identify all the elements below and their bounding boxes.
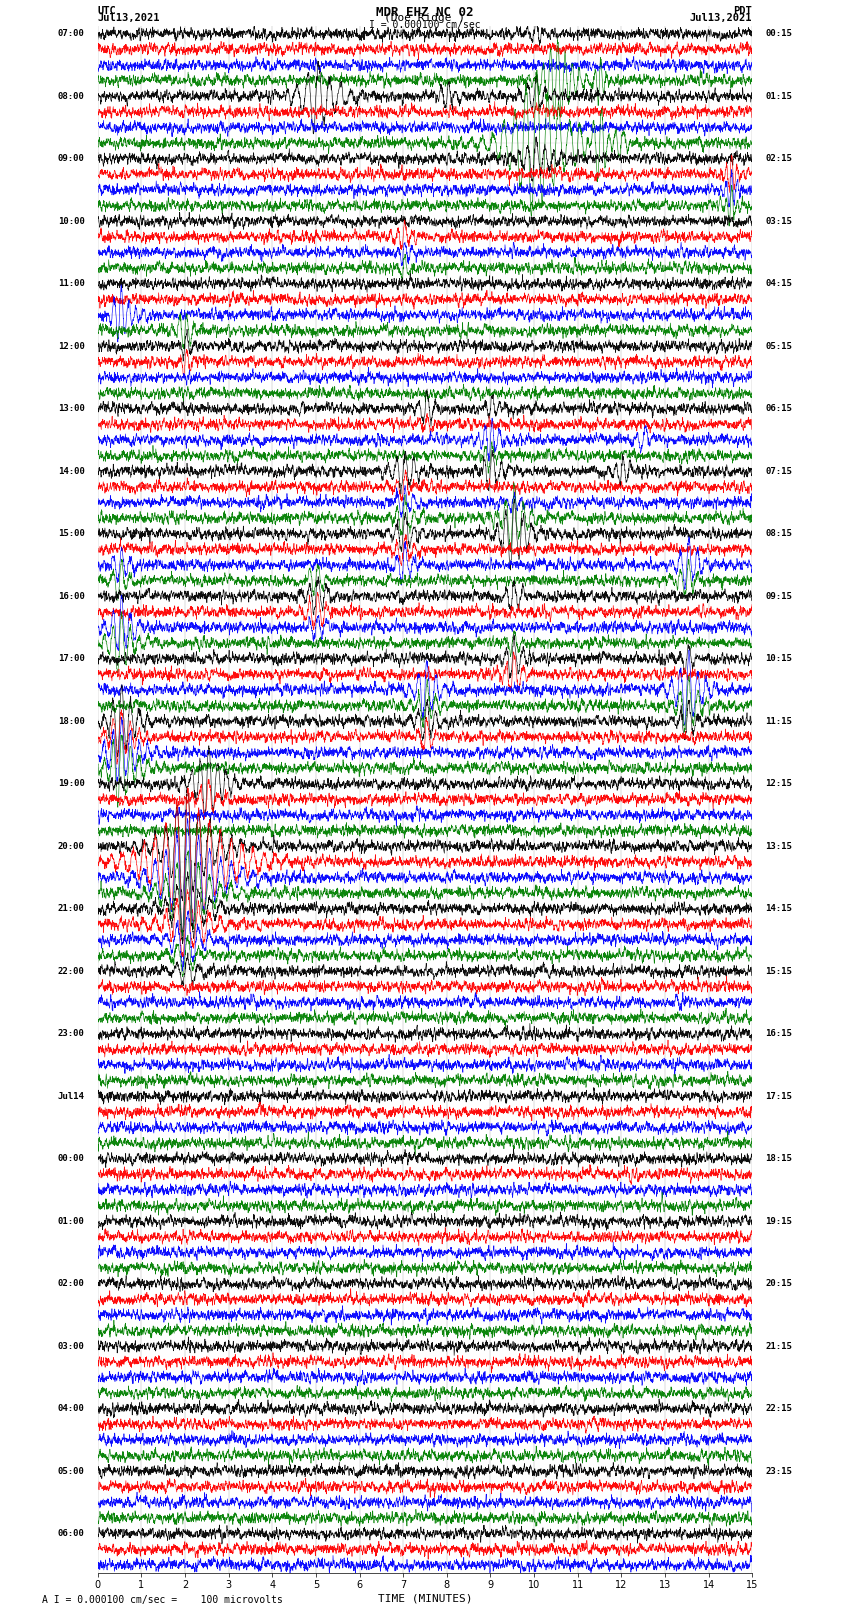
Text: Jul13,2021: Jul13,2021 bbox=[689, 13, 752, 23]
Text: 14:15: 14:15 bbox=[765, 905, 792, 913]
Text: 10:15: 10:15 bbox=[765, 655, 792, 663]
Text: 16:15: 16:15 bbox=[765, 1029, 792, 1039]
Text: 02:00: 02:00 bbox=[58, 1279, 85, 1289]
Text: 07:00: 07:00 bbox=[58, 29, 85, 39]
Text: 00:00: 00:00 bbox=[58, 1155, 85, 1163]
Text: 04:00: 04:00 bbox=[58, 1403, 85, 1413]
Text: 10:00: 10:00 bbox=[58, 216, 85, 226]
Text: I = 0.000100 cm/sec: I = 0.000100 cm/sec bbox=[369, 19, 481, 31]
Text: MDR EHZ NC 02: MDR EHZ NC 02 bbox=[377, 5, 473, 19]
Text: (Doe Ridge ): (Doe Ridge ) bbox=[384, 13, 466, 23]
Text: 00:15: 00:15 bbox=[765, 29, 792, 39]
Text: 13:15: 13:15 bbox=[765, 842, 792, 850]
Text: 22:00: 22:00 bbox=[58, 966, 85, 976]
Text: 12:00: 12:00 bbox=[58, 342, 85, 350]
Text: 09:00: 09:00 bbox=[58, 155, 85, 163]
Text: 22:15: 22:15 bbox=[765, 1403, 792, 1413]
Text: 19:15: 19:15 bbox=[765, 1216, 792, 1226]
Text: 23:00: 23:00 bbox=[58, 1029, 85, 1039]
Text: 13:00: 13:00 bbox=[58, 405, 85, 413]
Text: 06:15: 06:15 bbox=[765, 405, 792, 413]
Text: A I = 0.000100 cm/sec =    100 microvolts: A I = 0.000100 cm/sec = 100 microvolts bbox=[42, 1595, 283, 1605]
Text: 05:15: 05:15 bbox=[765, 342, 792, 350]
Text: 08:15: 08:15 bbox=[765, 529, 792, 539]
Text: 19:00: 19:00 bbox=[58, 779, 85, 789]
Text: 09:15: 09:15 bbox=[765, 592, 792, 600]
X-axis label: TIME (MINUTES): TIME (MINUTES) bbox=[377, 1594, 473, 1603]
Text: 21:15: 21:15 bbox=[765, 1342, 792, 1350]
Text: 03:15: 03:15 bbox=[765, 216, 792, 226]
Text: 17:00: 17:00 bbox=[58, 655, 85, 663]
Text: 17:15: 17:15 bbox=[765, 1092, 792, 1100]
Text: 12:15: 12:15 bbox=[765, 779, 792, 789]
Text: 08:00: 08:00 bbox=[58, 92, 85, 100]
Text: 15:00: 15:00 bbox=[58, 529, 85, 539]
Text: 15:15: 15:15 bbox=[765, 966, 792, 976]
Text: 16:00: 16:00 bbox=[58, 592, 85, 600]
Text: 11:00: 11:00 bbox=[58, 279, 85, 289]
Text: PDT: PDT bbox=[734, 5, 752, 16]
Text: Jul13,2021: Jul13,2021 bbox=[98, 13, 161, 23]
Text: 20:15: 20:15 bbox=[765, 1279, 792, 1289]
Text: 11:15: 11:15 bbox=[765, 716, 792, 726]
Text: UTC: UTC bbox=[98, 5, 116, 16]
Text: Jul14: Jul14 bbox=[58, 1092, 85, 1100]
Text: 04:15: 04:15 bbox=[765, 279, 792, 289]
Text: 05:00: 05:00 bbox=[58, 1466, 85, 1476]
Text: 07:15: 07:15 bbox=[765, 466, 792, 476]
Text: 23:15: 23:15 bbox=[765, 1466, 792, 1476]
Text: 18:00: 18:00 bbox=[58, 716, 85, 726]
Text: 14:00: 14:00 bbox=[58, 466, 85, 476]
Text: 06:00: 06:00 bbox=[58, 1529, 85, 1539]
Text: 02:15: 02:15 bbox=[765, 155, 792, 163]
Text: 03:00: 03:00 bbox=[58, 1342, 85, 1350]
Text: 01:00: 01:00 bbox=[58, 1216, 85, 1226]
Text: 01:15: 01:15 bbox=[765, 92, 792, 100]
Text: 18:15: 18:15 bbox=[765, 1155, 792, 1163]
Text: 20:00: 20:00 bbox=[58, 842, 85, 850]
Text: 21:00: 21:00 bbox=[58, 905, 85, 913]
